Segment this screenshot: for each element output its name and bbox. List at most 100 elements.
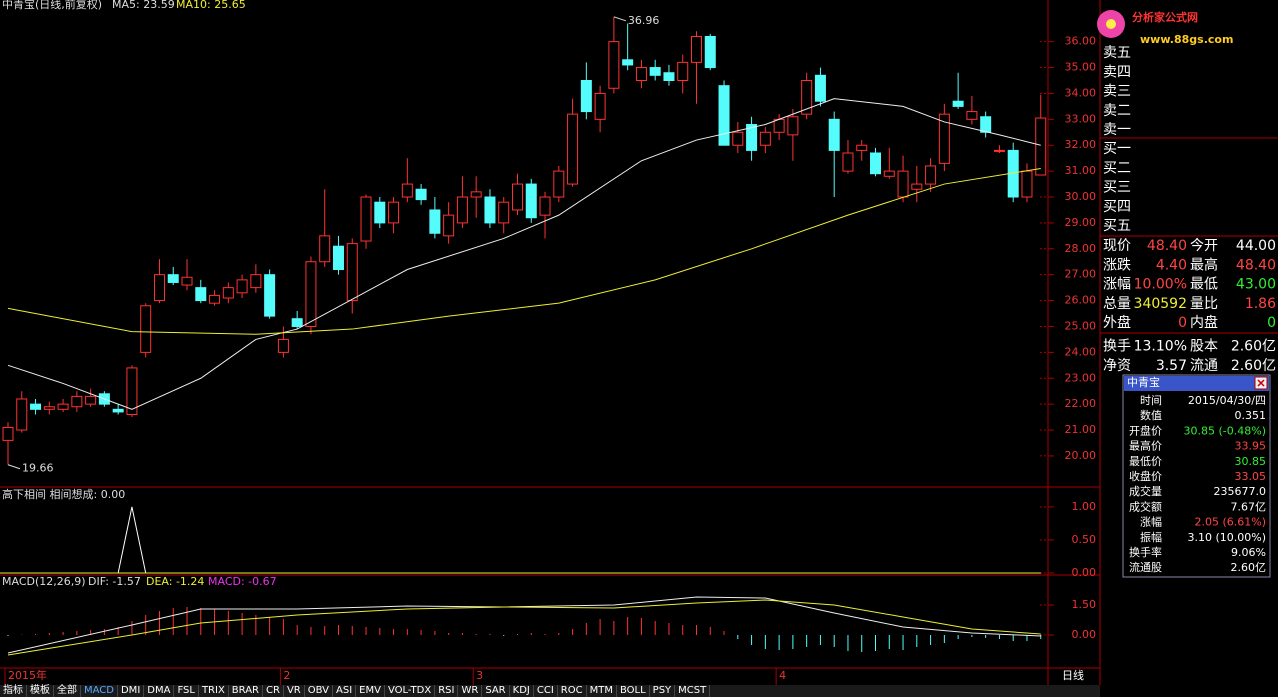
- quote-label: 流通: [1190, 358, 1218, 374]
- indicator-tab[interactable]: BOLL: [617, 685, 650, 697]
- quote-label: 净资: [1103, 358, 1131, 374]
- candle-body: [1035, 117, 1047, 176]
- candle-body: [925, 165, 937, 185]
- candle-body: [580, 79, 592, 113]
- candle-body: [140, 305, 152, 353]
- candle-body: [71, 395, 83, 408]
- candle-body: [938, 113, 950, 164]
- indicator-tab[interactable]: CR: [263, 685, 284, 697]
- candle-body: [346, 243, 358, 302]
- popup-value: 30.85 (-0.48%): [1184, 424, 1266, 437]
- sell-level: 卖四: [1103, 64, 1131, 80]
- candle-body: [773, 118, 785, 133]
- quote-label: 总量: [1103, 296, 1131, 312]
- candle-body: [209, 294, 221, 304]
- indicator-tab[interactable]: 指标: [0, 685, 27, 697]
- indicator-tab[interactable]: RSI: [435, 685, 459, 697]
- indicator-tab[interactable]: ROC: [558, 685, 587, 697]
- indicator-tab[interactable]: PSY: [650, 685, 676, 697]
- indicator-tab[interactable]: OBV: [305, 685, 333, 697]
- y-tick-label: 34.00: [1065, 86, 1097, 99]
- candle-body: [856, 144, 868, 151]
- candle-body: [732, 131, 744, 146]
- quote-label: 量比: [1190, 296, 1218, 312]
- sell-level: 卖三: [1103, 84, 1131, 100]
- period-label: 日线: [1062, 668, 1084, 682]
- indicator-tab[interactable]: DMI: [118, 685, 145, 697]
- quote-value: 48.40: [1236, 257, 1276, 273]
- y-tick-label: 25.00: [1065, 319, 1097, 332]
- popup-value: 3.10 (10.00%): [1187, 531, 1266, 544]
- quote-label: 现价: [1103, 238, 1131, 254]
- indicator-tab[interactable]: MTM: [587, 685, 617, 697]
- candle-body: [1021, 170, 1033, 198]
- logo-url: www.88gs.com: [1140, 33, 1233, 46]
- indicator-tab[interactable]: VR: [284, 685, 305, 697]
- ma5-label: MA5: 23.59: [112, 0, 175, 11]
- buy-level: 买四: [1103, 199, 1131, 215]
- indicator-tab[interactable]: EMV: [356, 685, 385, 697]
- candle-body: [980, 116, 992, 133]
- indicator-tab[interactable]: MACD: [81, 685, 118, 697]
- quote-label: 涨幅: [1103, 277, 1131, 293]
- candle-body: [911, 183, 923, 190]
- indicator-tab[interactable]: BRAR: [229, 685, 263, 697]
- dea-label: DEA: -1.24: [146, 575, 204, 588]
- buy-level: 买二: [1103, 160, 1131, 176]
- indicator-tab[interactable]: TRIX: [199, 685, 229, 697]
- candle-body: [484, 196, 496, 224]
- quote-value: 0: [1267, 315, 1276, 331]
- logo-name: 分析家公式网: [1132, 10, 1198, 24]
- macd-label: MACD: -0.67: [208, 575, 277, 588]
- quote-value: 44.00: [1236, 238, 1276, 254]
- candle-body: [360, 196, 372, 242]
- candle-body: [691, 35, 702, 63]
- popup-label: 振幅: [1140, 530, 1162, 544]
- popup-label: 最高价: [1129, 439, 1162, 453]
- indicator-tab[interactable]: 全部: [54, 685, 81, 697]
- y-tick-label: 36.00: [1065, 35, 1097, 48]
- popup-value: 2.05 (6.61%): [1194, 516, 1266, 529]
- quote-value: 1.86: [1245, 296, 1276, 312]
- candle-body: [57, 403, 69, 410]
- popup-label: 时间: [1140, 394, 1162, 407]
- candle-body: [222, 287, 234, 299]
- popup-label: 流通股: [1129, 560, 1162, 574]
- x-tick-label: 4: [779, 669, 786, 682]
- popup-value: 7.67亿: [1231, 500, 1267, 513]
- candle-body: [897, 170, 909, 198]
- indicator-tab[interactable]: FSL: [174, 685, 199, 697]
- candle-body: [594, 92, 606, 120]
- indicator-tab[interactable]: DMA: [144, 685, 175, 697]
- candle-body: [250, 274, 262, 289]
- popup-value: 2.60亿: [1231, 561, 1267, 574]
- candle-body: [870, 152, 882, 175]
- indicator-tab[interactable]: MCST: [675, 685, 711, 697]
- indicator-tab[interactable]: SAR: [482, 685, 510, 697]
- candle-body: [718, 85, 730, 146]
- dif-line: [7, 596, 1041, 654]
- indicator-tab[interactable]: VOL-TDX: [385, 685, 436, 697]
- ma-line: [7, 98, 1041, 410]
- sell-level: 卖二: [1103, 103, 1131, 119]
- candle-body: [332, 245, 344, 271]
- candle-body: [966, 111, 978, 120]
- candle-body: [429, 209, 441, 234]
- y-tick-label: 33.00: [1065, 112, 1097, 125]
- candle-body: [704, 35, 716, 69]
- candle-body: [677, 61, 689, 81]
- indicator-tabs: 指标 模板 全部 MACD DMI DMA FSL TRIX BRAR CR VR OBV ASI EMV…: [0, 685, 1100, 697]
- quote-label: 外盘: [1103, 314, 1131, 331]
- candle-body: [622, 59, 634, 66]
- indicator-tab[interactable]: 模板: [27, 685, 54, 697]
- annotation: 36.96: [628, 14, 660, 27]
- candle-body: [112, 408, 124, 413]
- indicator-tab[interactable]: ASI: [333, 685, 357, 697]
- indicator-tab[interactable]: WR: [458, 685, 483, 697]
- indicator-tab[interactable]: KDJ: [510, 685, 534, 697]
- popup-value: 2015/04/30/四: [1188, 394, 1266, 407]
- indicator-tab[interactable]: CCI: [534, 685, 558, 697]
